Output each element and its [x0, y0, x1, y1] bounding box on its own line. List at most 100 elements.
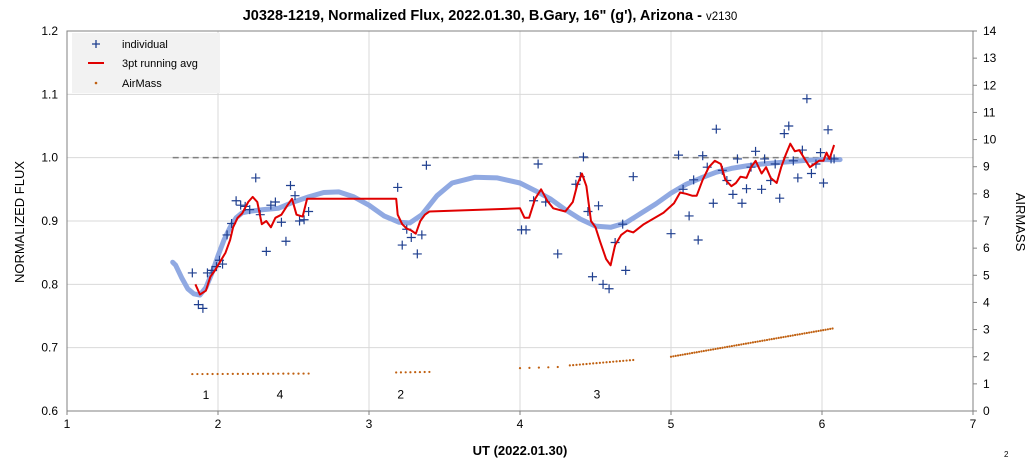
y2-tick-label: 2 — [983, 350, 990, 364]
y2-tick-label: 13 — [983, 51, 997, 65]
y-tick-label: 0.7 — [41, 341, 58, 355]
individual-point — [742, 184, 751, 194]
y2-tick-label: 9 — [983, 160, 990, 174]
y2-tick-label: 4 — [983, 295, 990, 309]
individual-point — [276, 217, 286, 227]
y-tick-label: 0.9 — [41, 214, 58, 228]
annotation-label: 1 — [203, 388, 210, 402]
individual-point — [553, 249, 563, 259]
airmass-point — [191, 372, 194, 376]
individual-series — [187, 94, 839, 313]
airmass-point — [737, 343, 741, 346]
airmass-point — [528, 366, 531, 369]
individual-point — [270, 197, 280, 207]
airmass-point — [810, 331, 813, 334]
individual-point — [779, 129, 789, 139]
running-avg-series — [194, 142, 836, 296]
legend-label-individual: individual — [122, 39, 168, 51]
airmass-point — [236, 372, 239, 375]
airmass-point — [812, 330, 815, 333]
airmass-point — [568, 364, 571, 367]
airmass-point — [789, 334, 792, 337]
airmass-point — [585, 362, 588, 366]
airmass-point — [292, 372, 295, 375]
y-axis-ticks: 0.6 0.7 0.8 0.9 1.0 1.1 1.2 — [41, 24, 58, 418]
x-tick-label: 3 — [366, 417, 373, 431]
airmass-point — [287, 372, 290, 375]
airmass-point — [726, 345, 729, 348]
airmass-point — [805, 331, 808, 335]
airmass-point — [826, 328, 829, 331]
airmass-point — [719, 347, 722, 350]
y-tick-label: 0.6 — [41, 404, 58, 418]
y2-axis-label: AIRMASS — [1013, 193, 1025, 252]
airmass-point — [297, 372, 300, 375]
airmass-point — [231, 372, 234, 375]
airmass-point — [216, 372, 219, 376]
chart-title: J0328-1219, Normalized Flux, 2022.01.30,… — [243, 8, 738, 24]
airmass-point — [808, 331, 811, 334]
individual-point — [693, 235, 703, 245]
model-curve — [170, 157, 843, 298]
airmass-point — [693, 351, 696, 354]
individual-point — [674, 150, 684, 160]
airmass-point — [723, 346, 726, 349]
individual-point — [594, 201, 604, 211]
y2-tick-label: 7 — [983, 214, 990, 228]
airmass-point — [796, 333, 799, 336]
airmass-point — [801, 332, 804, 335]
individual-point — [261, 246, 271, 256]
airmass-point — [794, 333, 797, 337]
x-tick-label: 2 — [215, 417, 222, 431]
airmass-point — [241, 372, 244, 375]
airmass-point — [742, 342, 745, 346]
airmass-point — [716, 347, 719, 350]
individual-point — [236, 200, 246, 210]
chart-title-main: J0328-1219, Normalized Flux, 2022.01.30,… — [243, 8, 706, 24]
airmass-point — [414, 371, 417, 374]
individual-point — [823, 125, 833, 135]
individual-point — [202, 268, 212, 278]
airmass-point — [740, 343, 743, 346]
individual-point — [684, 211, 694, 221]
airmass-point — [728, 345, 731, 348]
airmass-point — [418, 370, 422, 374]
airmass-point — [690, 351, 694, 355]
airmass-point — [674, 354, 677, 357]
airmass-point — [246, 372, 250, 375]
airmass-point — [786, 335, 790, 338]
airmass-point — [712, 348, 715, 351]
airmass-point — [578, 363, 581, 366]
airmass-point — [761, 339, 764, 342]
legend-label-running-avg: 3pt running avg — [122, 58, 198, 70]
individual-point — [397, 240, 407, 250]
airmass-point — [735, 344, 738, 347]
airmass-point — [721, 346, 724, 349]
individual-point — [198, 303, 208, 313]
annotation-label: 3 — [594, 388, 601, 402]
airmass-point — [702, 349, 705, 353]
airmass-point — [272, 372, 275, 375]
x-tick-label: 6 — [819, 417, 826, 431]
airmass-point — [572, 364, 575, 367]
airmass-point — [206, 372, 209, 376]
airmass-point — [632, 358, 635, 362]
airmass-point — [582, 363, 585, 366]
individual-point — [788, 156, 798, 166]
x-tick-label: 5 — [668, 417, 675, 431]
airmass-point — [547, 366, 550, 369]
y2-tick-label: 10 — [983, 133, 997, 147]
airmass-point — [622, 359, 625, 362]
legend: individual 3pt running avg AirMass — [72, 33, 220, 93]
individual-point — [406, 232, 416, 242]
y2-tick-label: 0 — [983, 404, 990, 418]
annotation-label: 4 — [277, 388, 284, 402]
individual-point — [299, 215, 309, 225]
airmass-point — [196, 372, 199, 376]
airmass-point — [705, 349, 708, 352]
individual-point — [751, 146, 761, 156]
individual-point — [304, 207, 314, 216]
airmass-point — [618, 360, 621, 363]
airmass-point — [404, 371, 407, 374]
